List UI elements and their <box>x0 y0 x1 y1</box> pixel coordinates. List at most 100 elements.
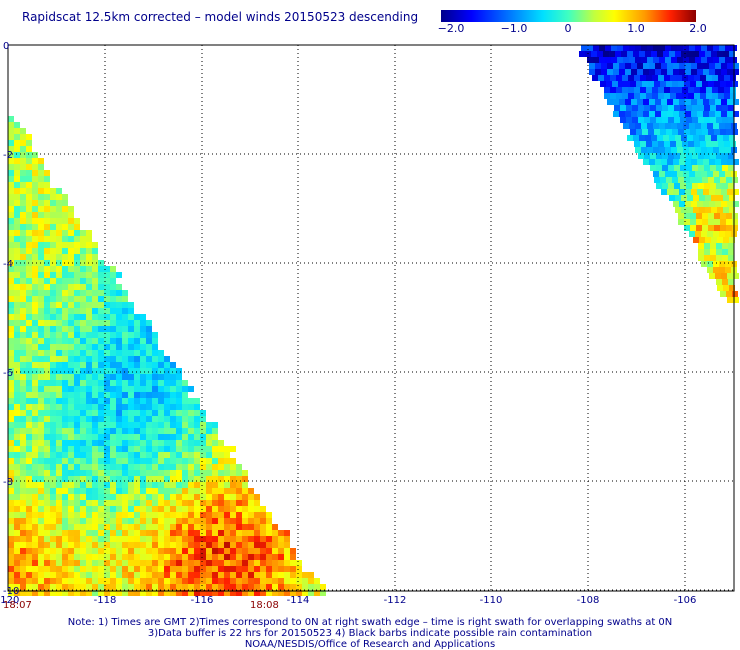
wind-cell <box>702 219 708 225</box>
wind-cell <box>62 488 68 494</box>
wind-cell <box>620 117 626 123</box>
wind-cell <box>724 93 730 99</box>
wind-cell <box>664 87 670 93</box>
wind-cell <box>188 584 194 590</box>
wind-cell <box>691 189 697 195</box>
wind-cell <box>308 584 314 590</box>
wind-cell <box>182 464 188 470</box>
wind-cell <box>14 554 20 560</box>
wind-cell <box>62 482 68 488</box>
wind-cell <box>671 57 677 63</box>
wind-cell <box>164 548 170 554</box>
wind-cell <box>32 572 38 578</box>
wind-cell <box>604 93 610 99</box>
wind-cell <box>98 320 104 326</box>
wind-cell <box>164 554 170 560</box>
wind-cell <box>719 231 725 237</box>
wind-cell <box>146 356 152 362</box>
wind-cell <box>80 500 86 506</box>
wind-cell <box>44 320 50 326</box>
wind-cell <box>176 584 182 590</box>
wind-cell <box>92 296 98 302</box>
lat-tick-label: -8 <box>3 477 13 488</box>
wind-cell <box>32 230 38 236</box>
wind-cell <box>581 45 587 51</box>
wind-cell <box>674 183 680 189</box>
wind-cell <box>218 482 224 488</box>
wind-cell <box>62 386 68 392</box>
wind-cell <box>128 380 134 386</box>
wind-cell <box>74 344 80 350</box>
wind-cell <box>152 464 158 470</box>
wind-cell <box>260 566 266 572</box>
wind-cell <box>86 554 92 560</box>
wind-cell <box>62 266 68 272</box>
wind-cell <box>86 374 92 380</box>
wind-cell <box>38 176 44 182</box>
wind-cell <box>152 350 158 356</box>
wind-cell <box>254 518 260 524</box>
wind-cell <box>595 69 601 75</box>
wind-cell <box>188 404 194 410</box>
wind-cell <box>140 332 146 338</box>
wind-cell <box>86 368 92 374</box>
wind-cell <box>20 524 26 530</box>
wind-cell <box>44 566 50 572</box>
wind-cell <box>224 488 230 494</box>
wind-cell <box>260 554 266 560</box>
wind-cell <box>80 404 86 410</box>
wind-cell <box>86 284 92 290</box>
wind-cell <box>68 404 74 410</box>
wind-cell <box>188 470 194 476</box>
wind-cell <box>20 560 26 566</box>
wind-cell <box>146 590 152 596</box>
wind-cell <box>44 368 50 374</box>
wind-cell <box>679 201 685 207</box>
wind-cell <box>20 326 26 332</box>
wind-cell <box>68 422 74 428</box>
wind-cell <box>38 428 44 434</box>
wind-cell <box>146 452 152 458</box>
wind-cell <box>8 590 14 596</box>
wind-cell <box>140 320 146 326</box>
wind-cell <box>8 200 14 206</box>
wind-cell <box>44 212 50 218</box>
wind-cell <box>242 500 248 506</box>
wind-cell <box>80 386 86 392</box>
wind-cell <box>152 356 158 362</box>
wind-cell <box>26 314 32 320</box>
wind-cell <box>8 566 14 572</box>
wind-cell <box>686 105 692 111</box>
wind-cell <box>80 326 86 332</box>
wind-cell <box>728 105 734 111</box>
wind-cell <box>122 500 128 506</box>
wind-cell <box>218 578 224 584</box>
wind-cell <box>110 320 116 326</box>
wind-cell <box>182 416 188 422</box>
wind-cell <box>86 452 92 458</box>
wind-cell <box>692 165 698 171</box>
wind-cell <box>206 512 212 518</box>
wind-cell <box>38 560 44 566</box>
wind-cell <box>68 254 74 260</box>
wind-cell <box>206 530 212 536</box>
wind-cell <box>719 45 725 51</box>
wind-cell <box>86 338 92 344</box>
wind-cell <box>128 374 134 380</box>
wind-cell <box>242 536 248 542</box>
wind-cell <box>668 183 674 189</box>
wind-cell <box>625 63 631 69</box>
wind-cell <box>218 554 224 560</box>
wind-cell <box>26 308 32 314</box>
wind-cell <box>62 344 68 350</box>
wind-cell <box>74 284 80 290</box>
wind-cell <box>62 278 68 284</box>
wind-cell <box>8 446 14 452</box>
wind-cell <box>80 374 86 380</box>
wind-cell <box>80 506 86 512</box>
wind-cell <box>98 296 104 302</box>
wind-cell <box>128 428 134 434</box>
wind-cell <box>104 572 110 578</box>
wind-cell <box>714 129 720 135</box>
wind-cell <box>709 189 715 195</box>
